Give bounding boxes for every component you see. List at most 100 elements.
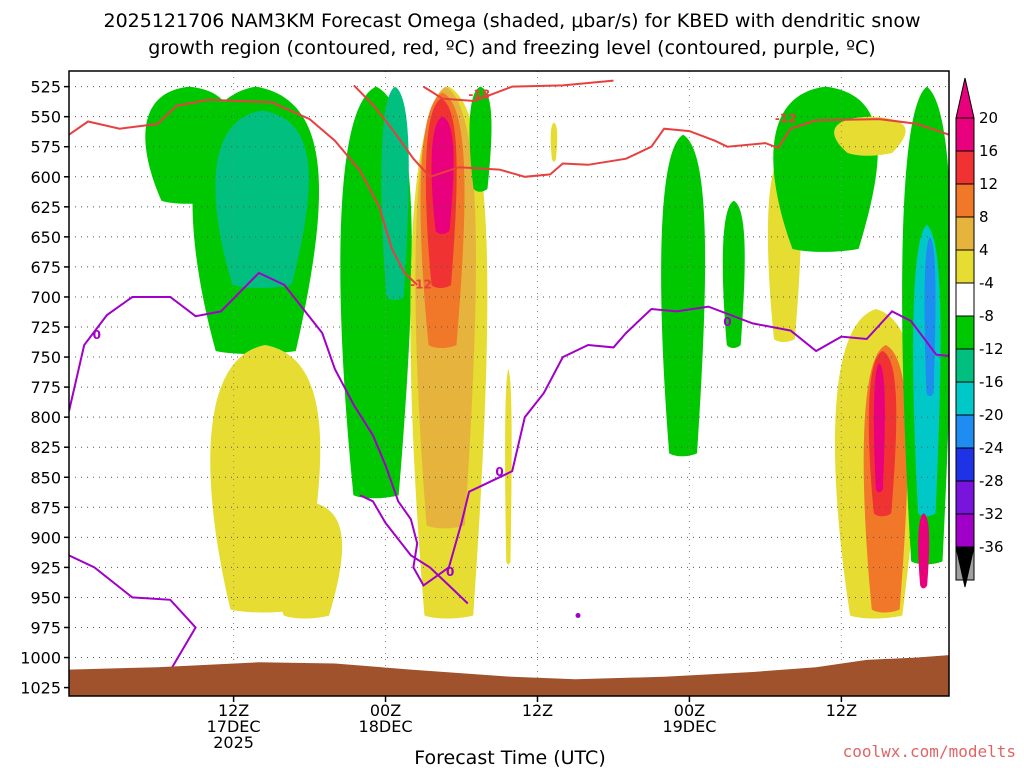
freezing-contour-lower — [69, 554, 197, 689]
omega-yellow-dec17-blob — [270, 501, 343, 619]
y-tick-label: 700 — [30, 288, 61, 307]
freezing-contour-loop — [359, 494, 469, 605]
dgz-contour-minus18 — [353, 84, 949, 178]
colorbar-label: -16 — [979, 373, 1004, 391]
y-tick-label: 875 — [30, 498, 61, 517]
colorbar-label: -4 — [979, 274, 994, 292]
terrain-layer — [69, 655, 949, 696]
colorbar-box — [955, 249, 975, 284]
chart-title-line2: growth region (contoured, red, ºC) and f… — [148, 37, 875, 59]
colorbar-label: -20 — [979, 406, 1004, 424]
y-tick-label: 550 — [30, 108, 61, 127]
colorbar-label: -8 — [979, 307, 994, 325]
colorbar-box — [955, 447, 975, 482]
x-tick-label: 19DEC — [662, 717, 716, 736]
y-tick-label: 950 — [30, 588, 61, 607]
y-tick-label: 675 — [30, 258, 61, 277]
omega-teal-dec18-col — [381, 86, 409, 300]
y-tick-label: 1025 — [20, 679, 61, 698]
plot-frame — [68, 70, 950, 697]
x-tick-label: 17DEC — [207, 717, 261, 736]
grid-layer — [69, 71, 949, 696]
y-tick-label: 975 — [30, 618, 61, 637]
dgz-label-minus18: -18 — [468, 88, 490, 102]
colorbar-box — [955, 117, 975, 152]
freezing-label-b: 0 — [495, 465, 503, 479]
x-tick-label: 12Z — [218, 701, 249, 720]
y-tick-label: 525 — [30, 78, 61, 97]
colorbar-label: -24 — [979, 439, 1004, 457]
y-tick-label: 625 — [30, 198, 61, 217]
x-tick-label: 12Z — [522, 701, 553, 720]
omega-magenta-late-2 — [918, 513, 930, 589]
colorbar-box — [955, 381, 975, 416]
omega-blue-late-right — [924, 236, 936, 397]
contour-layer: -12 -18 -12 0 0 0 0 — [69, 79, 949, 689]
freezing-contour-dot — [575, 612, 581, 618]
x-tick-label: 12Z — [826, 701, 857, 720]
omega-yellow-dec18-thin — [505, 369, 512, 565]
x-tick-label: 18DEC — [359, 717, 413, 736]
y-tick-label: 775 — [30, 378, 61, 397]
y-tick-label: 825 — [30, 438, 61, 457]
colorbar-label: -32 — [979, 505, 1004, 523]
colorbar-box — [955, 216, 975, 251]
colorbar-label: -36 — [979, 538, 1004, 556]
terrain-fill — [69, 655, 949, 696]
x-tick-label: 2025 — [213, 733, 254, 752]
colorbar-label: 8 — [979, 208, 989, 226]
dgz-contour-minus12-left — [69, 98, 418, 286]
colorbar-label: 4 — [979, 241, 989, 259]
colorbar-bottom-arrow — [955, 546, 975, 588]
colorbar-box — [955, 282, 975, 317]
credit-text: coolwx.com/modelts — [843, 742, 1016, 761]
colorbar: 20 16 12 8 4 -4 -8 -12 -16 -20 -24 -28 -32 -36 — [955, 77, 1004, 588]
y-tick-label: 575 — [30, 138, 61, 157]
y-tick-label: 800 — [30, 408, 61, 427]
colorbar-box — [955, 480, 975, 515]
y-axis: 525 550 575 600 625 650 675 700 725 750 775 800 825 8… — [20, 78, 69, 698]
colorbar-box — [955, 513, 975, 548]
y-tick-label: 725 — [30, 318, 61, 337]
omega-green-dec19 — [661, 134, 706, 457]
y-tick-label: 850 — [30, 468, 61, 487]
dgz-label-minus12-b: -12 — [775, 112, 797, 126]
colorbar-label: 12 — [979, 175, 998, 193]
colorbar-box — [955, 183, 975, 218]
colorbar-top-arrow — [955, 77, 975, 119]
freezing-label-a: 0 — [93, 328, 101, 342]
y-tick-label: 650 — [30, 228, 61, 247]
omega-green-dec19-late — [722, 200, 745, 349]
colorbar-box — [955, 150, 975, 185]
omega-teal-dec17 — [215, 110, 309, 288]
omega-magenta-late — [873, 363, 885, 493]
colorbar-label: 20 — [979, 109, 998, 127]
colorbar-label: -12 — [979, 340, 1004, 358]
x-tick-label: 00Z — [674, 701, 705, 720]
omega-magenta-main — [431, 116, 454, 234]
dgz-label-minus12-a: -12 — [410, 278, 432, 292]
omega-yellow-dec18-small — [550, 122, 558, 162]
omega-green-dec18-mid — [469, 86, 492, 192]
colorbar-box — [955, 414, 975, 449]
dgz-contour-upper — [422, 79, 614, 103]
plot-area: -12 -18 -12 0 0 0 0 — [68, 70, 950, 697]
y-tick-label: 750 — [30, 348, 61, 367]
y-tick-label: 900 — [30, 528, 61, 547]
colorbar-label: -28 — [979, 472, 1004, 490]
y-tick-label: 925 — [30, 558, 61, 577]
colorbar-label: 16 — [979, 142, 998, 160]
y-tick-label: 600 — [30, 168, 61, 187]
x-axis-label: Forecast Time (UTC) — [414, 747, 605, 768]
colorbar-box — [955, 315, 975, 350]
omega-yellow-dec19-upper — [834, 116, 906, 156]
freezing-label-c: 0 — [723, 315, 731, 329]
colorbar-box — [955, 348, 975, 383]
y-tick-label: 1000 — [20, 649, 61, 668]
freezing-label-d: 0 — [446, 565, 454, 579]
omega-shading-layer — [145, 86, 949, 619]
x-tick-label: 00Z — [370, 701, 401, 720]
freezing-contour-main — [69, 271, 949, 587]
